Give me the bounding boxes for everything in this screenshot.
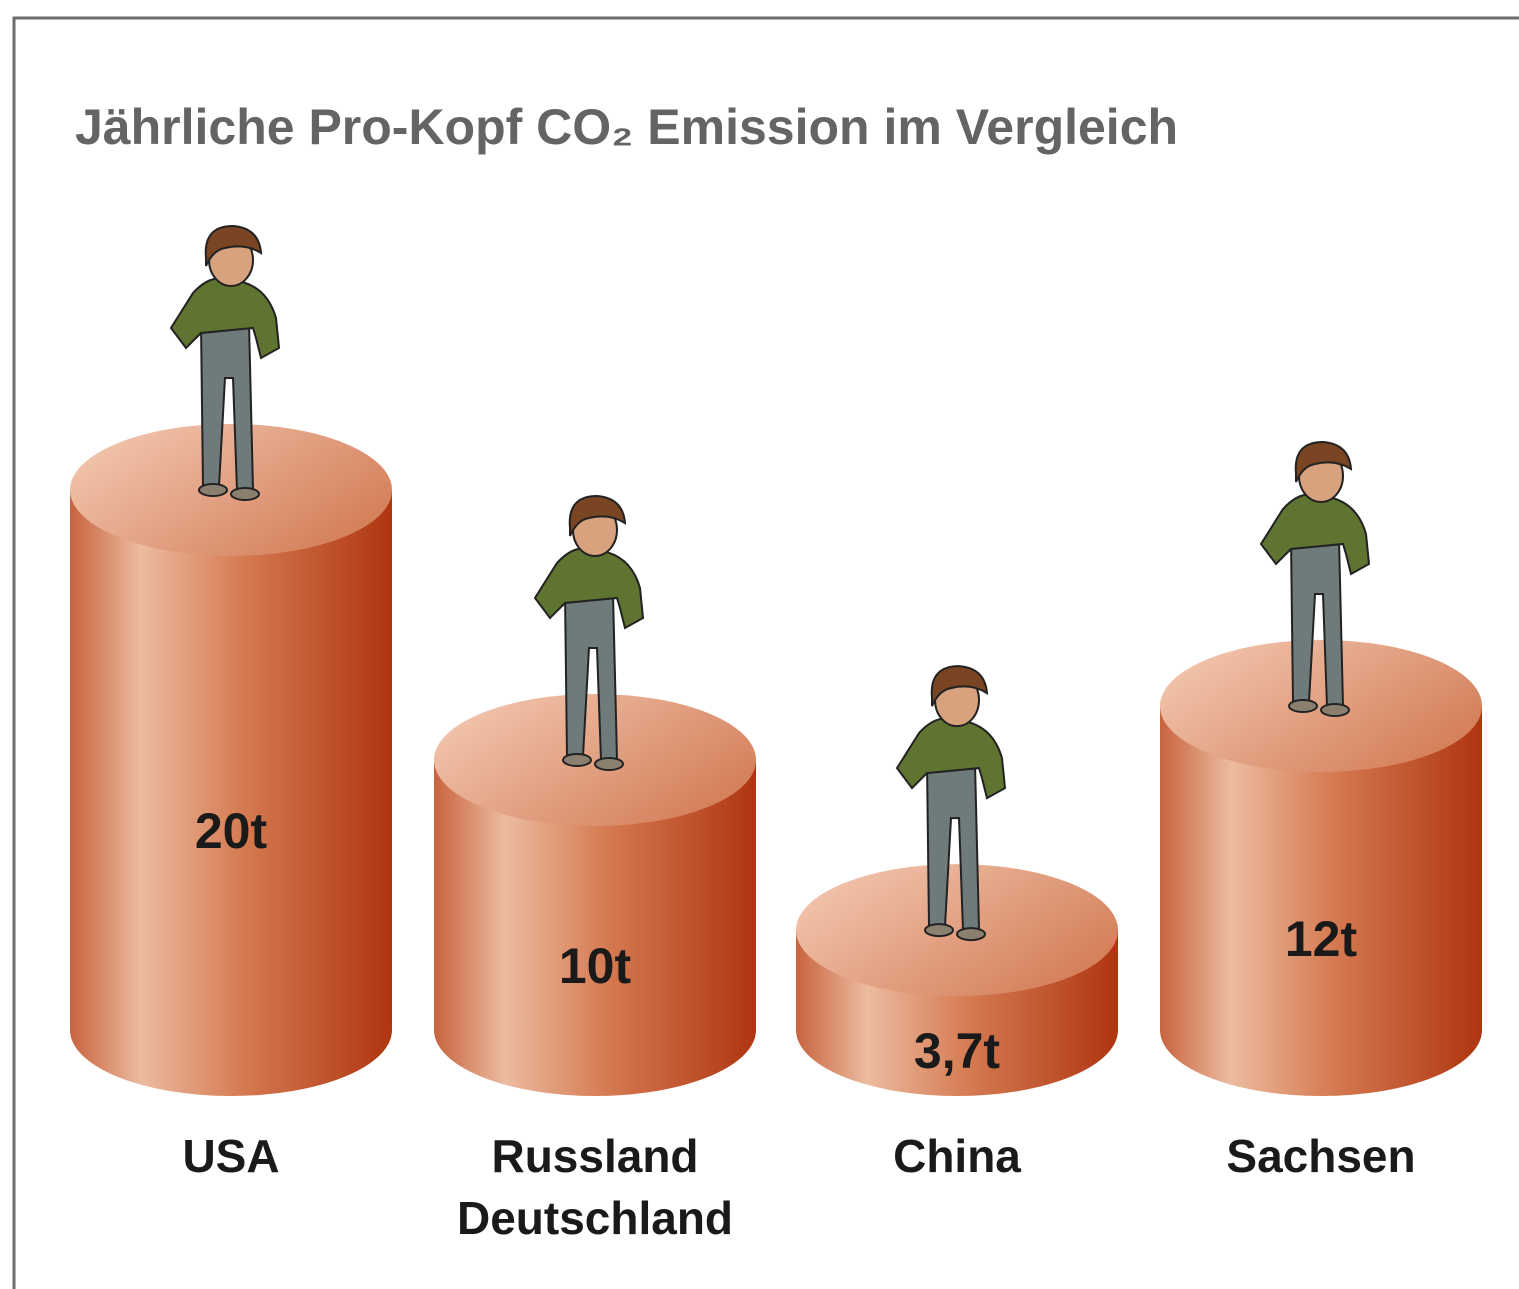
cylinder-side (70, 490, 392, 1096)
shoe (1289, 700, 1317, 712)
shoe (231, 488, 259, 500)
cylinder-top (434, 694, 756, 826)
bar (70, 424, 392, 1096)
value-label: 3,7t (914, 1020, 1000, 1082)
chart-title: Jährliche Pro-Kopf CO₂ Emission im Vergl… (75, 98, 1178, 156)
shoe (1321, 704, 1349, 716)
chart (0, 0, 1519, 1289)
cylinder-top (796, 864, 1118, 996)
shoe (595, 758, 623, 770)
shoe (199, 484, 227, 496)
x-tick-label: China (893, 1125, 1021, 1187)
shoe (957, 928, 985, 940)
x-tick-label: Russland Deutschland (457, 1125, 733, 1249)
value-label: 10t (559, 935, 631, 997)
cylinder-top (70, 424, 392, 556)
shoe (563, 754, 591, 766)
shoe (925, 924, 953, 936)
value-label: 12t (1285, 908, 1357, 970)
x-tick-label: Sachsen (1226, 1125, 1415, 1187)
cylinder-top (1160, 640, 1482, 772)
bar (434, 694, 756, 1096)
value-label: 20t (195, 800, 267, 862)
page: Jährliche Pro-Kopf CO₂ Emission im Vergl… (0, 0, 1519, 1289)
x-tick-label: USA (182, 1125, 279, 1187)
